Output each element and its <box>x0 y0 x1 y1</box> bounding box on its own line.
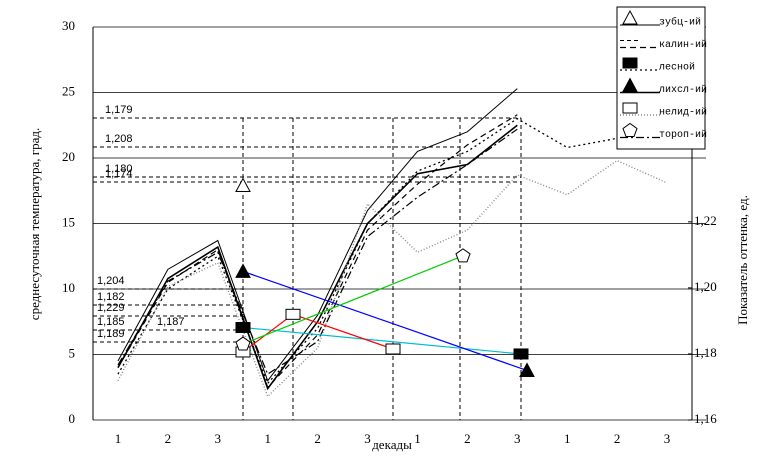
legend-label: нелид-ий <box>659 107 707 119</box>
annotation: 1,187 <box>157 316 185 328</box>
x-tick-label: 1 <box>115 431 122 446</box>
y2-tick-label: 1,18 <box>694 345 717 360</box>
legend-label: калин-ий <box>659 39 707 51</box>
annotation: 1,208 <box>105 133 133 145</box>
x-tick-label: 2 <box>464 431 471 446</box>
marker <box>519 362 535 377</box>
marker <box>285 308 301 320</box>
y-tick-label: 30 <box>62 18 75 33</box>
x-tick-label: 2 <box>614 431 621 446</box>
marker <box>622 9 638 25</box>
annotation: 1,182 <box>97 291 125 303</box>
x-tick-label: 2 <box>314 431 321 446</box>
y2-tick-label: 1,22 <box>694 213 717 228</box>
x-tick-label: 3 <box>514 431 521 446</box>
legend-label: лихсл-ий <box>659 84 707 96</box>
y2-tick-label: 1,20 <box>694 279 717 294</box>
x-tick-label: 1 <box>564 431 571 446</box>
marker <box>622 122 638 137</box>
series-line <box>117 114 518 389</box>
marker <box>235 263 251 278</box>
x-tick-label: 3 <box>664 431 671 446</box>
annotation: 1,189 <box>97 328 125 340</box>
marker <box>235 322 251 334</box>
x-tick-label: 1 <box>414 431 421 446</box>
x-tick-label: 3 <box>364 431 371 446</box>
annotation: 1,229 <box>97 302 125 314</box>
marker <box>622 77 638 92</box>
annotation: 1,185 <box>97 316 125 328</box>
y2-axis-label: Показатель оттенка, ед. <box>735 195 750 325</box>
legend-label: лесной <box>659 62 695 74</box>
y-axis-label: среднесуточная температура, град. <box>27 128 42 320</box>
x-axis-label: декады <box>372 437 412 452</box>
y-tick-label: 15 <box>62 214 75 229</box>
y-tick-label: 25 <box>62 83 75 98</box>
x-tick-label: 1 <box>264 431 271 446</box>
series-line <box>117 159 668 398</box>
x-tick-label: 2 <box>165 431 172 446</box>
legend-label: тороп-ий <box>659 129 707 141</box>
marker <box>513 348 529 360</box>
series-line <box>117 88 518 382</box>
annotation: 1,179 <box>105 104 133 116</box>
annotation: 1,204 <box>97 275 125 287</box>
x-tick-label: 3 <box>215 431 222 446</box>
series-line <box>117 128 518 376</box>
marker <box>235 336 251 351</box>
marker <box>622 102 638 114</box>
legend-label: зубц-ий <box>659 16 701 29</box>
marker-line <box>242 326 522 355</box>
marker <box>235 177 251 193</box>
marker <box>455 248 471 263</box>
marker-line <box>242 270 528 372</box>
marker <box>622 57 638 69</box>
y2-tick-label: 1,16 <box>694 411 717 426</box>
annotation: 1,180 <box>105 163 133 175</box>
y-tick-label: 10 <box>62 280 75 295</box>
y-tick-label: 5 <box>69 345 76 360</box>
series-line <box>117 124 518 391</box>
y-tick-label: 0 <box>69 411 76 426</box>
marker-line <box>242 255 464 345</box>
marker <box>385 343 401 355</box>
annotation: 1,174 <box>105 168 133 180</box>
y-tick-label: 20 <box>62 149 75 164</box>
